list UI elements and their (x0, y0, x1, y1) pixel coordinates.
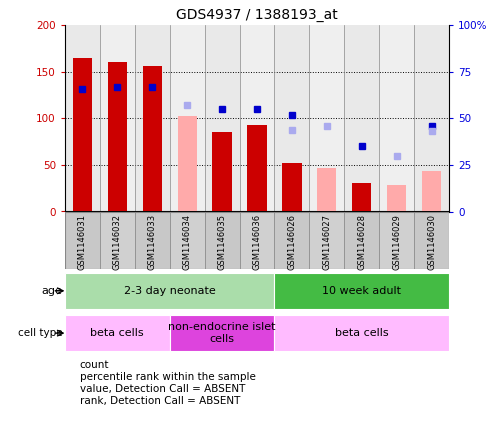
Bar (414, 212, 449, 269)
Bar (100, 25, 135, 212)
Text: GSM1146028: GSM1146028 (357, 214, 366, 270)
Bar (170, 25, 205, 212)
Text: 2-3 day neonate: 2-3 day neonate (124, 286, 216, 296)
Text: age: age (41, 286, 62, 296)
Bar (135, 25, 170, 212)
Text: GSM1146034: GSM1146034 (183, 214, 192, 270)
Bar (422, 171, 441, 212)
Bar (178, 115, 197, 212)
Bar (205, 212, 240, 269)
Bar (379, 212, 414, 269)
Text: cell type: cell type (18, 328, 62, 338)
Text: non-endocrine islet
cells: non-endocrine islet cells (168, 322, 276, 344)
Bar (274, 212, 309, 269)
Bar (387, 185, 406, 212)
Bar (205, 25, 240, 212)
Text: rank, Detection Call = ABSENT: rank, Detection Call = ABSENT (80, 396, 240, 406)
Bar (309, 25, 344, 212)
Bar (135, 212, 170, 269)
Text: GSM1146027: GSM1146027 (322, 214, 331, 270)
Bar (344, 25, 379, 212)
Bar (414, 25, 449, 212)
Bar (240, 25, 274, 212)
Bar (282, 163, 301, 212)
Bar (170, 212, 205, 269)
Bar (73, 58, 92, 212)
Text: GSM1146035: GSM1146035 (218, 214, 227, 270)
Bar (379, 25, 414, 212)
Text: GSM1146033: GSM1146033 (148, 214, 157, 270)
Text: percentile rank within the sample: percentile rank within the sample (80, 372, 255, 382)
Bar (274, 25, 309, 212)
Bar (274, 273, 449, 309)
Bar (170, 315, 274, 351)
Bar (309, 212, 344, 269)
Text: GSM1146026: GSM1146026 (287, 214, 296, 270)
Text: GSM1146036: GSM1146036 (252, 214, 261, 270)
Bar (65, 212, 100, 269)
Bar (108, 62, 127, 212)
Bar (317, 168, 336, 212)
Text: value, Detection Call = ABSENT: value, Detection Call = ABSENT (80, 384, 245, 394)
Bar (352, 183, 371, 212)
Bar (65, 315, 170, 351)
Bar (344, 212, 379, 269)
Title: GDS4937 / 1388193_at: GDS4937 / 1388193_at (176, 8, 338, 22)
Bar (100, 212, 135, 269)
Text: beta cells: beta cells (335, 328, 389, 338)
Bar (248, 125, 266, 212)
Bar (65, 273, 274, 309)
Text: count: count (80, 360, 109, 370)
Bar (213, 132, 232, 212)
Text: GSM1146031: GSM1146031 (78, 214, 87, 270)
Text: GSM1146030: GSM1146030 (427, 214, 436, 270)
Text: GSM1146032: GSM1146032 (113, 214, 122, 270)
Bar (65, 25, 100, 212)
Bar (274, 315, 449, 351)
Bar (143, 66, 162, 212)
Text: beta cells: beta cells (90, 328, 144, 338)
Text: GSM1146029: GSM1146029 (392, 214, 401, 270)
Text: 10 week adult: 10 week adult (322, 286, 401, 296)
Bar (240, 212, 274, 269)
